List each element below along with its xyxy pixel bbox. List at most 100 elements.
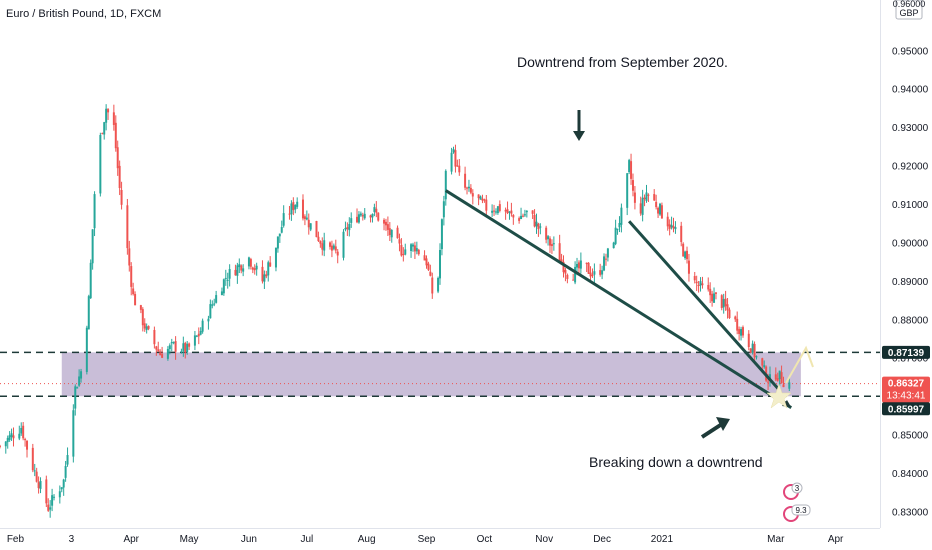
currency-box[interactable] (895, 0, 923, 20)
candle-body (684, 251, 687, 259)
candle-body (6, 437, 9, 443)
candle-body (37, 482, 40, 489)
candle-body (12, 435, 15, 439)
candle-body (128, 248, 131, 266)
candle-body (215, 295, 218, 303)
candle-body (317, 236, 320, 241)
candle-body (369, 215, 372, 218)
candle-body (201, 320, 204, 332)
candle-body (747, 333, 750, 348)
candle-body (458, 165, 461, 173)
candle-body (334, 246, 337, 251)
comments-badge[interactable]: 9.3 (783, 504, 811, 522)
candle-body (363, 213, 366, 219)
candle-body (199, 330, 202, 335)
candle-body (20, 428, 23, 434)
candle-body (707, 284, 710, 290)
candle-body (359, 213, 362, 216)
price-axis[interactable]: 0.95000 0.94000 0.93000 0.92000 0.91000 0.900… (892, 46, 929, 518)
candle-body (558, 243, 561, 262)
candle-body (741, 327, 744, 336)
candle-body (452, 149, 455, 153)
candle-body (660, 205, 663, 219)
candle-body (599, 270, 602, 275)
candle-body (62, 479, 65, 488)
price-axis-top-label: 0.96000 (893, 0, 926, 9)
candle-body (33, 470, 36, 472)
price-tick-label: 0.85000 (892, 431, 929, 442)
trendline[interactable] (628, 220, 781, 392)
candle-body (282, 213, 285, 226)
candle-body (425, 258, 428, 266)
time-tick-label: Oct (477, 534, 493, 545)
candle-body (236, 265, 239, 276)
ideas-badge[interactable]: 3 (783, 482, 803, 500)
candle-body (170, 342, 173, 344)
candle-body (616, 228, 619, 230)
candle-body (290, 203, 293, 215)
ideas-count: 3 (795, 484, 800, 493)
candle-body (697, 284, 700, 287)
candle-body (429, 271, 432, 276)
candle-body (180, 351, 183, 353)
trendline[interactable] (444, 189, 793, 409)
projection-arrow-icon (785, 345, 814, 384)
candle-body (315, 220, 318, 238)
candle-body (371, 214, 374, 218)
candle-body (657, 207, 660, 214)
candle-body (761, 358, 764, 366)
candle-body (680, 225, 683, 242)
candle-body (437, 277, 440, 292)
candle-body (103, 122, 106, 135)
candle-body (454, 150, 457, 167)
candle-body (346, 227, 349, 230)
candle-body (305, 217, 308, 220)
candle-body (182, 343, 185, 351)
candle-body (249, 259, 252, 267)
candle-body (576, 263, 579, 268)
candle-body (618, 222, 621, 228)
candle-body (738, 329, 741, 334)
candle-body (45, 479, 48, 504)
candle-body (564, 270, 567, 274)
candle-body (720, 295, 723, 309)
candle-body (628, 160, 631, 173)
candle-body (506, 209, 509, 214)
candle-body (471, 193, 474, 197)
candle-body (533, 214, 536, 227)
candle-body (485, 199, 488, 211)
candle-body (390, 229, 393, 238)
candle-body (153, 329, 156, 345)
candle-body (585, 262, 588, 265)
price-tick-label: 0.94000 (892, 85, 929, 96)
candle-body (630, 161, 633, 179)
candle-body (251, 267, 254, 270)
candle-body (396, 227, 399, 239)
candle-body (228, 269, 231, 279)
candle-body (267, 262, 270, 276)
time-axis[interactable]: Feb 3 Apr May Jun Jul Aug Sep Oct Nov Dec 2021 Mar Ap… (7, 534, 844, 545)
candle-body (168, 345, 171, 350)
up-right-arrow-icon (700, 417, 730, 439)
candle-body (686, 250, 689, 260)
time-tick-label: Apr (828, 534, 844, 545)
candle-body (531, 210, 534, 214)
candle-body (491, 210, 494, 213)
candle-body (728, 309, 731, 318)
candle-body (427, 263, 430, 270)
candle-body (724, 298, 727, 307)
support-resistance-zone (61, 352, 801, 397)
candle-body (550, 244, 553, 247)
candle-body (778, 370, 781, 380)
candle-body (666, 216, 669, 227)
candle-body (714, 292, 717, 294)
candle-body (483, 199, 486, 201)
price-tick-label: 0.92000 (892, 162, 929, 173)
candle-body (736, 318, 739, 331)
down-arrow-icon (573, 110, 585, 141)
lower-price-tag: 0.85997 (882, 402, 930, 416)
candle-body (296, 201, 299, 207)
time-tick-label: Jun (241, 534, 257, 545)
trendlines (444, 189, 793, 409)
